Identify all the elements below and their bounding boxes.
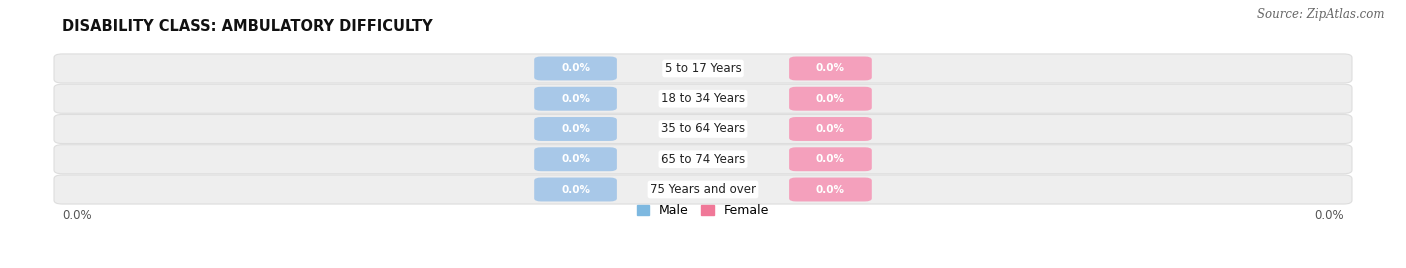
FancyBboxPatch shape: [534, 57, 617, 80]
Text: 0.0%: 0.0%: [815, 124, 845, 134]
Text: 65 to 74 Years: 65 to 74 Years: [661, 153, 745, 166]
FancyBboxPatch shape: [53, 114, 1353, 143]
Text: 0.0%: 0.0%: [561, 184, 591, 195]
Text: 35 to 64 Years: 35 to 64 Years: [661, 122, 745, 136]
FancyBboxPatch shape: [534, 177, 617, 202]
FancyBboxPatch shape: [534, 87, 617, 111]
Text: Source: ZipAtlas.com: Source: ZipAtlas.com: [1257, 8, 1385, 21]
FancyBboxPatch shape: [789, 177, 872, 202]
Text: 0.0%: 0.0%: [815, 184, 845, 195]
Text: 0.0%: 0.0%: [1315, 209, 1344, 222]
Text: 0.0%: 0.0%: [815, 154, 845, 164]
FancyBboxPatch shape: [789, 117, 872, 141]
Text: 18 to 34 Years: 18 to 34 Years: [661, 92, 745, 105]
FancyBboxPatch shape: [534, 117, 617, 141]
Text: 0.0%: 0.0%: [815, 94, 845, 104]
Text: 75 Years and over: 75 Years and over: [650, 183, 756, 196]
FancyBboxPatch shape: [789, 87, 872, 111]
Text: 0.0%: 0.0%: [561, 124, 591, 134]
Text: 0.0%: 0.0%: [561, 64, 591, 73]
FancyBboxPatch shape: [53, 175, 1353, 204]
Text: 0.0%: 0.0%: [62, 209, 91, 222]
FancyBboxPatch shape: [789, 147, 872, 171]
Text: 0.0%: 0.0%: [561, 94, 591, 104]
Text: DISABILITY CLASS: AMBULATORY DIFFICULTY: DISABILITY CLASS: AMBULATORY DIFFICULTY: [62, 19, 433, 34]
FancyBboxPatch shape: [53, 54, 1353, 83]
FancyBboxPatch shape: [53, 84, 1353, 113]
Text: 0.0%: 0.0%: [561, 154, 591, 164]
FancyBboxPatch shape: [53, 145, 1353, 174]
Legend: Male, Female: Male, Female: [637, 204, 769, 217]
Text: 5 to 17 Years: 5 to 17 Years: [665, 62, 741, 75]
FancyBboxPatch shape: [534, 147, 617, 171]
FancyBboxPatch shape: [789, 57, 872, 80]
Text: 0.0%: 0.0%: [815, 64, 845, 73]
